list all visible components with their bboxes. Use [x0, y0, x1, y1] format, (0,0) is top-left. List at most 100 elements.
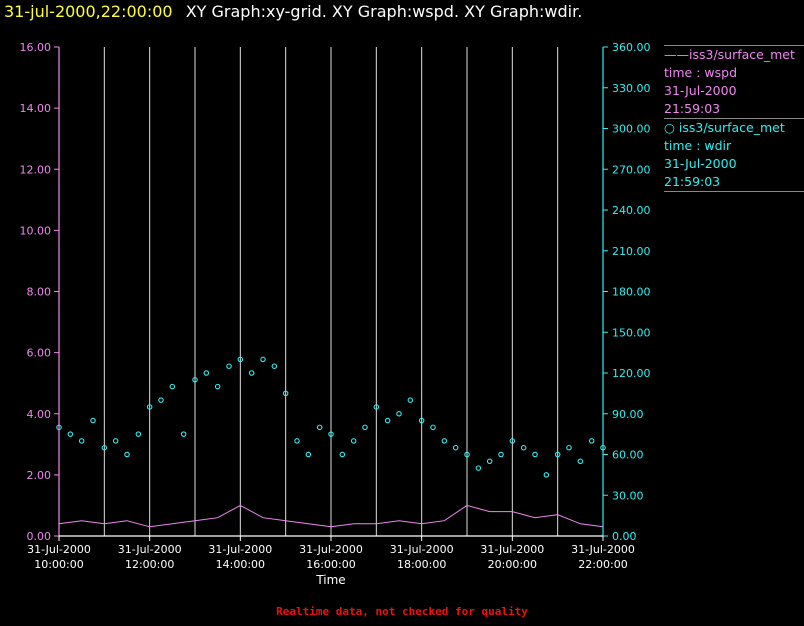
left-y-tick-label: 10.00 [20, 224, 52, 237]
right-y-tick-label: 90.00 [612, 408, 644, 421]
wdir-point [101, 444, 108, 451]
right-y-tick-label: 150.00 [612, 326, 651, 339]
legend-series-date: 31-Jul-2000 [664, 156, 737, 171]
wdir-point [78, 438, 85, 444]
right-y-tick-label: 0.00 [612, 530, 637, 543]
x-tick-label-date: 31-Jul-2000 [299, 543, 363, 556]
right-y-tick-label: 240.00 [612, 204, 651, 217]
x-tick-label-date: 31-Jul-2000 [390, 543, 454, 556]
axes: 0.00 2.00 4.00 6.00 8.00 10.00 12.00 14.00 16.00… [20, 41, 651, 571]
wspd-line [58, 504, 604, 528]
right-y-tick-label: 180.00 [612, 286, 651, 299]
wdir-point [520, 444, 527, 451]
wdir-point [294, 438, 300, 444]
legend-series-date: 31-Jul-2000 [664, 83, 737, 98]
wdir-point [260, 356, 266, 363]
wdir-point [577, 458, 584, 465]
legend-series-name: ○ iss3/surface_met [664, 120, 785, 135]
wdir-point [237, 356, 244, 363]
left-y-tick-label: 4.00 [27, 408, 52, 421]
x-tick-label-time: 12:00:00 [125, 558, 174, 571]
x-tick-label-date: 31-Jul-2000 [27, 543, 91, 556]
legend-entry-wspd: ——iss3/surface_met time : wspd 31-Jul-20… [664, 46, 795, 118]
wdir-point [384, 417, 391, 424]
wdir-point [396, 410, 402, 417]
x-tick-label-date: 31-Jul-2000 [118, 543, 182, 556]
wdir-point [135, 431, 142, 437]
left-y-tick-label: 16.00 [20, 41, 52, 54]
wdir-point [362, 424, 368, 431]
wdir-point [588, 438, 595, 444]
right-y-tick-label: 360.00 [612, 41, 651, 54]
wdir-point [316, 424, 323, 431]
x-tick-label-time: 22:00:00 [578, 558, 627, 571]
right-y-tick-label: 120.00 [612, 367, 651, 380]
wdir-point [192, 377, 198, 383]
wdir-point [532, 451, 538, 458]
x-tick-label-date: 31-Jul-2000 [208, 543, 272, 556]
wdir-point [214, 383, 221, 390]
wdir-point [180, 431, 187, 437]
wdir-point [498, 451, 504, 458]
wdir-point [158, 397, 164, 403]
legend-series-time: 21:59:03 [664, 101, 721, 116]
wspd-series [58, 504, 604, 528]
wdir-point [486, 458, 493, 465]
right-y-tick-label: 60.00 [612, 449, 644, 462]
legend-series-time: 21:59:03 [664, 174, 721, 189]
legend-series-name: ——iss3/surface_met [664, 47, 795, 62]
x-tick-label-time: 10:00:00 [34, 558, 83, 571]
header: 31-jul-2000,22:00:00 XY Graph:xy-grid. X… [4, 2, 582, 21]
wdir-point [350, 438, 357, 444]
x-tick-label-time: 14:00:00 [216, 558, 265, 571]
x-axis-label: Time [315, 573, 345, 587]
x-tick-label-date: 31-Jul-2000 [571, 543, 635, 556]
wdir-point [430, 424, 436, 431]
right-y-tick-label: 30.00 [612, 489, 644, 502]
left-y-tick-label: 8.00 [27, 286, 52, 299]
wdir-series [56, 356, 606, 478]
wdir-point [146, 404, 153, 410]
legend-series-field: time : wspd [664, 65, 738, 80]
wdir-point [226, 363, 232, 369]
x-tick-label-time: 16:00:00 [306, 558, 355, 571]
right-y-tick-label: 270.00 [612, 163, 651, 176]
wdir-point [67, 431, 74, 437]
legend-divider [664, 118, 804, 119]
legend-divider [664, 191, 804, 192]
wdir-point [328, 431, 334, 437]
wdir-point [407, 397, 414, 403]
right-y-tick-label: 330.00 [612, 82, 651, 95]
right-y-tick-label: 210.00 [612, 245, 651, 258]
left-y-tick-label: 0.00 [27, 530, 52, 543]
wdir-point [271, 363, 278, 369]
x-tick-label-date: 31-Jul-2000 [480, 543, 544, 556]
wdir-point [373, 404, 380, 410]
wdir-point [124, 451, 130, 458]
wdir-point [509, 438, 516, 444]
left-y-tick-label: 12.00 [20, 163, 52, 176]
left-y-tick-label: 6.00 [27, 347, 52, 360]
wdir-point [554, 451, 561, 458]
wdir-point [418, 417, 425, 424]
quality-disclaimer: Realtime data, not checked for quality [276, 605, 528, 618]
wdir-point [203, 370, 210, 376]
wdir-point [305, 451, 312, 458]
wdir-point [169, 383, 176, 390]
left-y-tick-label: 14.00 [20, 102, 52, 115]
wdir-point [282, 390, 289, 397]
header-datetime: 31-jul-2000,22:00:00 [4, 2, 173, 21]
wdir-point [90, 417, 96, 424]
wdir-point [441, 438, 448, 444]
wdir-point [475, 465, 482, 471]
wdir-point [464, 451, 470, 458]
legend-entry-wdir: ○ iss3/surface_met time : wdir 31-Jul-20… [664, 119, 785, 191]
legend-divider [664, 45, 804, 46]
legend-series-field: time : wdir [664, 138, 732, 153]
wdir-point [339, 451, 346, 458]
wdir-point [112, 438, 119, 444]
left-y-tick-label: 2.00 [27, 469, 52, 482]
wdir-point [248, 370, 255, 376]
x-tick-label-time: 18:00:00 [397, 558, 446, 571]
